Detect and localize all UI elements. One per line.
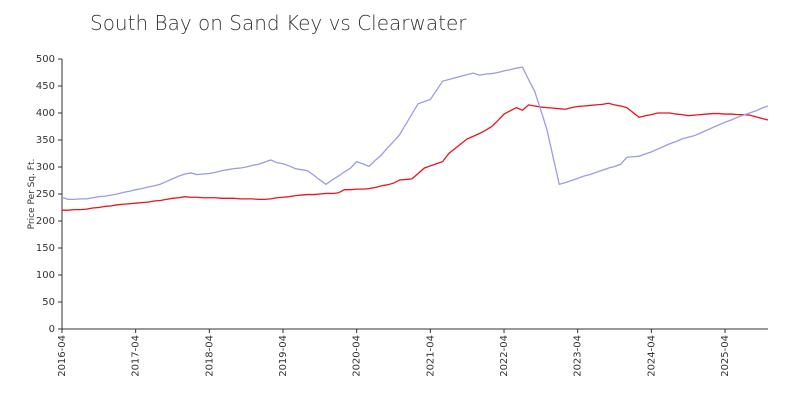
chart-title: South Bay on Sand Key vs Clearwater xyxy=(90,11,467,35)
y-tick-label: 200 xyxy=(36,216,55,227)
x-tick-label: 2020-04 xyxy=(352,335,363,377)
x-tick-label: 2016-04 xyxy=(57,335,68,377)
x-tick-label: 2022-04 xyxy=(499,335,510,377)
x-tick-label: 2025-04 xyxy=(720,335,731,377)
y-tick-label: 250 xyxy=(36,189,55,200)
y-tick-label: 350 xyxy=(36,135,55,146)
x-tick-label: 2018-04 xyxy=(204,335,215,377)
y-tick-label: 400 xyxy=(36,108,55,119)
y-tick-label: 500 xyxy=(36,54,55,65)
x-tick-label: 2024-04 xyxy=(646,335,657,377)
y-tick-label: 0 xyxy=(49,324,55,335)
y-tick-label: 450 xyxy=(36,81,55,92)
x-tick-label: 2019-04 xyxy=(278,335,289,377)
y-tick-label: 50 xyxy=(42,297,55,308)
x-tick-label: 2021-04 xyxy=(425,335,436,377)
x-tick-label: 2023-04 xyxy=(573,335,584,377)
y-axis-label: Price Per Sq. Ft. xyxy=(27,159,37,230)
y-tick-label: 300 xyxy=(36,162,55,173)
x-tick-label: 2017-04 xyxy=(131,335,142,377)
y-tick-label: 100 xyxy=(36,270,55,281)
series-line xyxy=(62,102,769,211)
series-line xyxy=(61,66,769,201)
y-tick-label: 150 xyxy=(36,243,55,254)
